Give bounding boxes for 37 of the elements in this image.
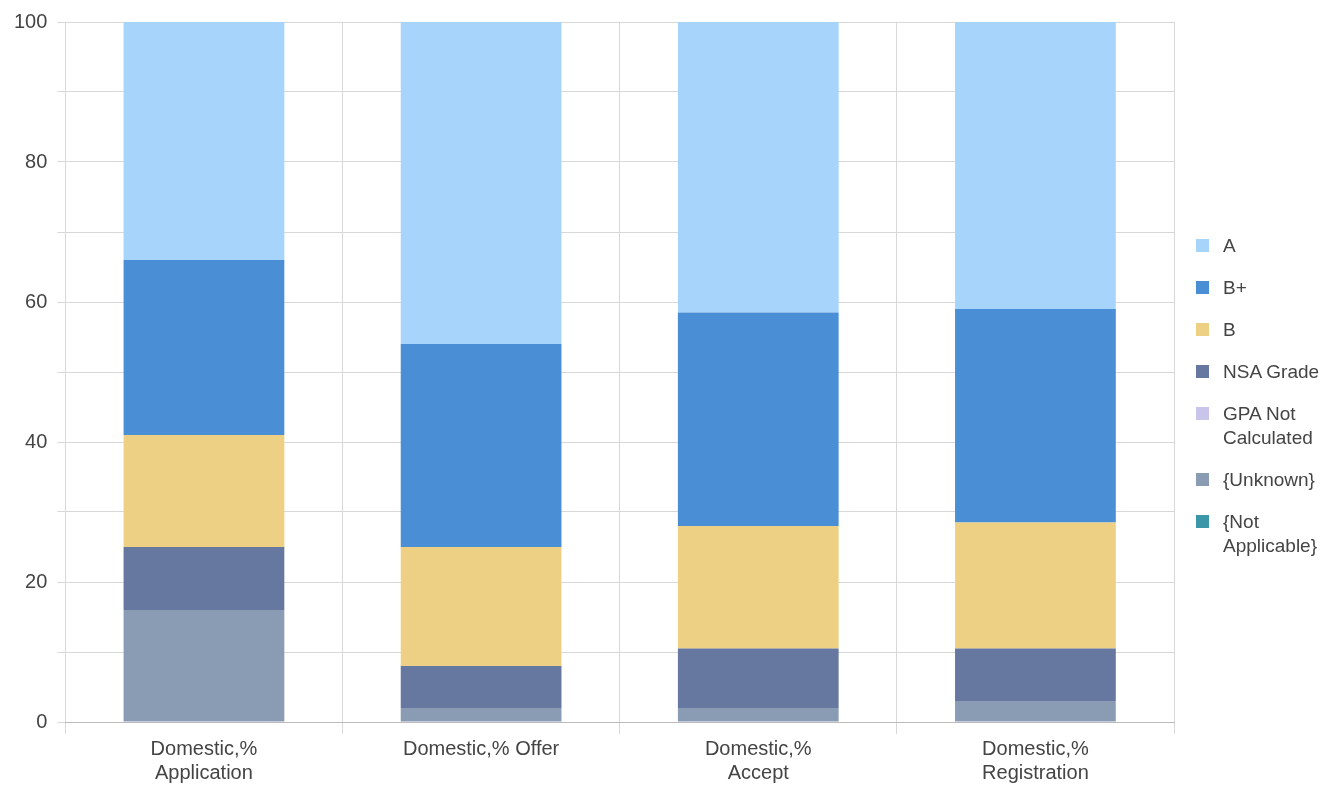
y-tick-label: 40 [25,429,48,452]
bar [955,648,1116,701]
legend-label: B+ [1223,276,1247,300]
bar [400,547,562,666]
y-tick-label: 60 [25,289,48,312]
bar [955,22,1116,309]
bar [123,435,285,547]
y-tick-label: 80 [25,149,48,172]
x-tick-label: Domestic,% Application [150,736,258,783]
bar [677,22,839,313]
bar [677,526,839,649]
bar [955,522,1116,649]
bar [123,547,285,610]
y-tick-label: 20 [25,569,48,592]
x-tick-label: Domestic,% Registration [982,736,1089,783]
bar [677,648,839,708]
bar [400,666,562,708]
bar [123,610,285,722]
legend-label: B [1223,318,1236,342]
bar [123,260,285,435]
bar [400,344,562,547]
legend-label: GPA Not Calculated [1223,402,1314,450]
bar [677,312,839,526]
legend-label: {Not Applicable} [1223,510,1319,558]
legend-label: NSA Grade [1223,360,1320,384]
bar [677,708,839,722]
bar [400,708,562,722]
legend-label: A [1223,234,1236,258]
bar [955,309,1116,523]
x-tick-label: Domestic,% Accept [704,736,812,783]
bar [123,22,285,260]
x-tick-label: Domestic,% Offer [402,736,560,759]
bar [400,22,562,344]
y-tick-label: 100 [13,9,48,32]
y-tick-label: 0 [36,709,48,732]
legend-label: {Unknown} [1223,468,1315,492]
bar [955,701,1116,722]
